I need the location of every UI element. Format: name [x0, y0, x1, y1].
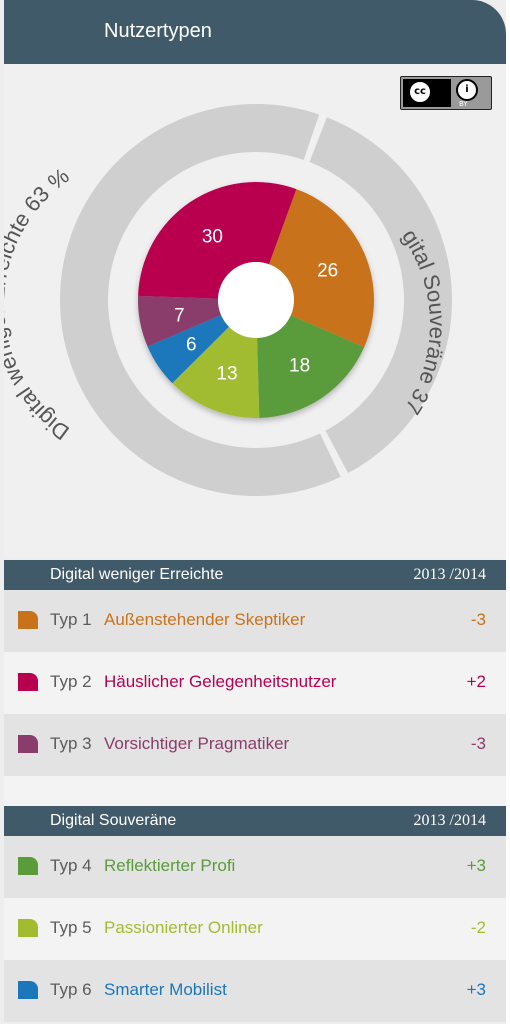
typ-delta: -3 [470, 610, 486, 629]
person-icon: i [456, 79, 478, 101]
list-item-typ2: Typ 2 Häuslicher Gelegenheitsnutzer +2 [4, 652, 506, 714]
donut-chart: Digital weniger Erreichte 63 % Digital S… [4, 64, 452, 496]
typ-name: Vorsichtiger Pragmatiker [104, 734, 290, 753]
section-header-weniger: Digital weniger Erreichte 2013 /2014 [4, 560, 506, 590]
typ-label: Typ 3 [50, 734, 92, 753]
header-bar: Nutzertypen [4, 0, 506, 64]
cc-badge-left: cc [403, 79, 451, 107]
outer-ring [60, 103, 452, 496]
typ-delta: -2 [470, 918, 486, 937]
chart-area: cc i BY Digital weniger Erreichte 63 % D… [4, 64, 506, 558]
typ-delta: +3 [466, 980, 486, 999]
list-item-typ3: Typ 3 Vorsichtiger Pragmatiker -3 [4, 714, 506, 776]
color-swatch [18, 857, 38, 875]
typ-name: Außenstehender Skeptiker [104, 610, 306, 629]
typ-label: Typ 4 [50, 856, 92, 875]
typ-label: Typ 1 [50, 610, 92, 629]
pie-slice-3 [147, 314, 230, 384]
inner-ring [138, 182, 374, 418]
list-item-typ6: Typ 6 Smarter Mobilist +3 [4, 960, 506, 1022]
cc-logo-icon: cc [408, 80, 432, 104]
page-title: Nutzertypen [104, 20, 212, 42]
creative-commons-by-icon[interactable]: cc i BY [400, 76, 492, 110]
slice-label-4: 7 [174, 305, 185, 326]
typ-label: Typ 5 [50, 918, 92, 937]
list-item-typ1: Typ 1 Außenstehender Skeptiker -3 [4, 590, 506, 652]
color-swatch [18, 919, 38, 937]
slice-label-2: 13 [216, 363, 237, 384]
list-item-typ4: Typ 4 Reflektierter Profi +3 [4, 836, 506, 898]
slice-label-0: 26 [317, 260, 338, 281]
list-item-typ5: Typ 5 Passionierter Onliner -2 [4, 898, 506, 960]
section-year: 2013 /2014 [413, 566, 486, 583]
pie-slice-0 [268, 189, 374, 348]
section-title: Digital Souveräne [50, 812, 177, 829]
typ-delta: +3 [466, 856, 486, 875]
color-swatch [18, 611, 38, 629]
typ-name: Reflektierter Profi [104, 856, 236, 875]
inner-labels: 26 18 13 67 30 [174, 226, 338, 384]
pie-slice-1 [257, 315, 365, 418]
slice-label-5: 30 [202, 226, 223, 247]
section-title: Digital weniger Erreichte [50, 566, 224, 583]
pie-slice-4 [138, 295, 222, 347]
donut-hole [218, 262, 294, 338]
typ-delta: -3 [470, 734, 486, 753]
section-gap [4, 776, 506, 806]
color-swatch [18, 981, 38, 999]
typ-delta: +2 [466, 672, 486, 691]
outer-segment-1 [60, 103, 341, 496]
typ-label: Typ 6 [50, 980, 92, 999]
section-year: 2013 /2014 [413, 812, 486, 829]
pie-slice-5 [138, 182, 297, 299]
color-swatch [18, 673, 38, 691]
typ-name: Passionierter Onliner [104, 918, 263, 937]
color-swatch [18, 735, 38, 753]
pie-slice-2 [172, 326, 260, 418]
slice-label-3: 6 [186, 335, 197, 356]
by-label: BY [459, 100, 468, 108]
section-header-souveraene: Digital Souveräne 2013 /2014 [4, 806, 506, 836]
typ-label: Typ 2 [50, 672, 92, 691]
typ-name: Smarter Mobilist [104, 980, 227, 999]
outer-segment-0 [309, 117, 452, 474]
typ-name: Häuslicher Gelegenheitsnutzer [104, 672, 337, 691]
slice-label-1: 18 [289, 356, 310, 377]
